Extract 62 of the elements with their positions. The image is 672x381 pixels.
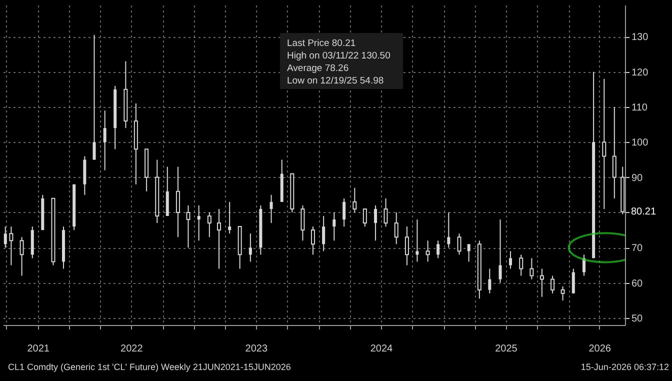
- candlestick: [197, 204, 200, 242]
- candlestick: [310, 226, 315, 256]
- y-tick-label: 120: [632, 67, 649, 78]
- candlestick: [602, 78, 606, 210]
- annotation: Average 78.26: [287, 63, 349, 74]
- x-tick-label: 2021: [27, 344, 50, 354]
- candlestick: [4, 226, 7, 248]
- text: 15-Jun-2026 06:37:12: [580, 362, 669, 372]
- candlestick: [530, 258, 534, 280]
- y-tick-label: 90: [632, 172, 644, 184]
- candlestick: [374, 204, 378, 242]
- y-tick-label: 110: [632, 102, 648, 114]
- annotation: Low on 12/19/25 54.98: [287, 76, 384, 86]
- text: CL1 Comdty (Generic 1st 'CL' Future) Weekly 21JUN2021-15JUN2026: [8, 362, 291, 372]
- candlestick: [509, 250, 512, 270]
- candlestick: [426, 240, 430, 262]
- candlestick: [540, 268, 544, 298]
- candlestick: [186, 204, 190, 248]
- candlestick: [270, 194, 273, 224]
- annotation: 80.21: [631, 206, 656, 218]
- x-tick-label: 2024: [370, 344, 394, 354]
- candlestick: [572, 268, 575, 294]
- x-tick-label: 2026: [588, 344, 612, 354]
- annotation: Last Price 80.21: [287, 38, 356, 49]
- y-tick-label: 50: [632, 313, 644, 324]
- candlestick: [216, 208, 221, 270]
- x-tick-label: 2025: [495, 344, 518, 354]
- y-tick-label: 100: [632, 138, 649, 149]
- candlestick: [228, 201, 232, 234]
- candlestick: [352, 187, 357, 213]
- annotation: High on 03/11/22 130.50: [287, 50, 390, 62]
- candlestick: [362, 208, 367, 228]
- candlestick: [207, 212, 212, 238]
- candlestick: [404, 226, 409, 266]
- candlestick: [488, 268, 492, 294]
- y-tick-label: 70: [632, 243, 644, 254]
- candlestick: [457, 233, 462, 256]
- candlestick: [92, 34, 96, 160]
- candlestick: [550, 275, 555, 294]
- candlestick: [248, 233, 252, 262]
- y-tick-label: 130: [632, 32, 649, 44]
- y-tick-label: 60: [632, 278, 644, 290]
- candlestick: [467, 244, 470, 262]
- candlestick: [9, 226, 14, 266]
- candlestick: [300, 204, 305, 242]
- x-tick-label: 2022: [120, 344, 144, 354]
- candlestick: [394, 212, 398, 245]
- x-tick-label: 2023: [245, 344, 268, 354]
- candlestick: [342, 198, 346, 228]
- candlestick: [20, 236, 24, 276]
- candlestick: [560, 286, 565, 301]
- candlestick: [498, 219, 502, 284]
- candlestick: [447, 212, 450, 248]
- candlestick: [332, 212, 336, 242]
- candlestick: [322, 215, 326, 252]
- candlestick: [436, 240, 440, 259]
- candlestick: [176, 166, 180, 238]
- candlestick: [416, 219, 419, 262]
- candlestick: [384, 198, 388, 228]
- candlestick: [519, 254, 524, 276]
- candlestick: [103, 110, 106, 171]
- candlestick: [612, 106, 616, 199]
